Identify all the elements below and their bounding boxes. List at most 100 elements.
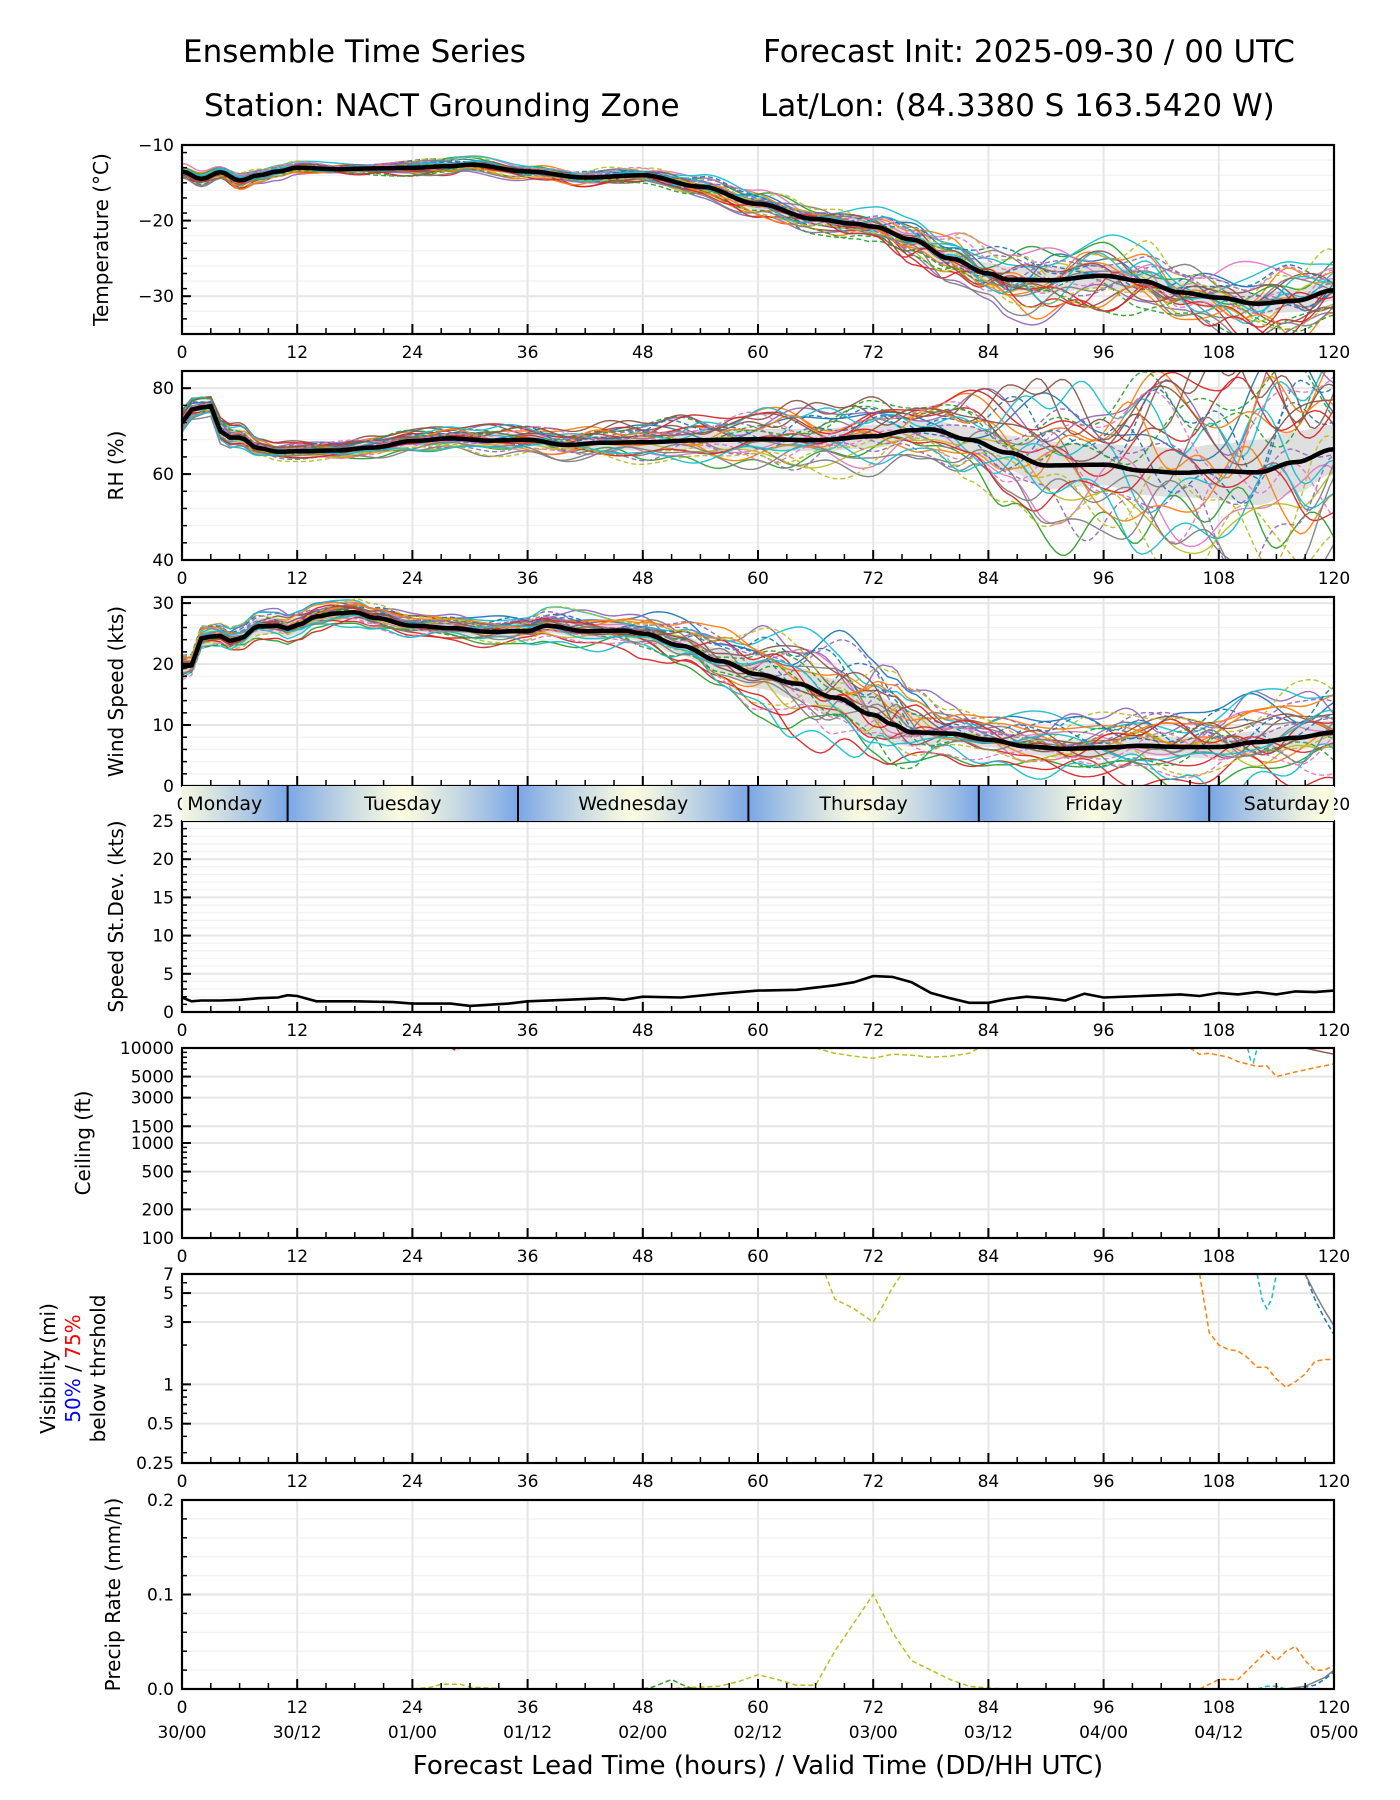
panel-rh: 40 60 80 0 12 24 36 48 60 72 84 96 108 120 RH (%)	[104, 369, 1350, 589]
plot-area	[182, 974, 1334, 1008]
y-tick-label: 0	[163, 1003, 174, 1023]
member-line	[182, 598, 1334, 742]
member-line	[182, 604, 1334, 758]
member-line	[182, 379, 1334, 480]
member-line	[182, 371, 1324, 449]
day-label-thursday: Thursday	[818, 793, 907, 815]
x-tick-label: 96	[1093, 1247, 1115, 1267]
spread-band	[182, 400, 1334, 505]
member-line	[182, 603, 1334, 752]
valid-time-label: 03/00	[849, 1723, 898, 1743]
x-tick-label: 36	[517, 1247, 539, 1267]
y-tick-label: −20	[138, 212, 174, 232]
member-line	[182, 385, 1334, 466]
member-line	[182, 411, 1334, 555]
vis-50-label: 50%	[61, 1378, 85, 1422]
y-axis-label-below: below thrshold	[86, 1295, 110, 1443]
y-tick-label: −30	[138, 287, 174, 307]
x-tick-label: 120	[1318, 343, 1350, 363]
y-tick-label: 30	[152, 594, 174, 614]
x-tick-label: 120	[1318, 569, 1350, 589]
vis-75-label: 75%	[61, 1314, 85, 1358]
plot-area	[182, 598, 1334, 786]
x-tick-label: 12	[286, 1472, 308, 1492]
x-tick-label: 108	[1203, 1247, 1235, 1267]
member-line	[182, 165, 1334, 332]
x-tick-label: 108	[1203, 1472, 1235, 1492]
x-tick-label: 72	[862, 1698, 884, 1718]
member-line	[1256, 1274, 1278, 1311]
member-line	[182, 623, 1334, 786]
member-line	[1305, 1048, 1334, 1055]
member-line	[824, 1274, 903, 1324]
y-tick-label: 25	[152, 812, 174, 832]
valid-time-label: 02/00	[618, 1723, 667, 1743]
x-tick-label: 96	[1093, 1021, 1115, 1041]
x-tick-label: 24	[402, 1472, 424, 1492]
x-tick-label: 84	[978, 1247, 1000, 1267]
x-axis-label: Forecast Lead Time (hours) / Valid Time …	[413, 1751, 1103, 1781]
x-tick-label: 12	[286, 343, 308, 363]
x-tick-label: 24	[402, 1698, 424, 1718]
member-line	[1304, 1274, 1334, 1327]
x-tick-label: 48	[632, 343, 654, 363]
panel-wind_speed: 010203001224364860728496108120Wind Speed…	[104, 594, 1350, 815]
x-tick-label: 36	[517, 1472, 539, 1492]
member-line	[182, 410, 1334, 560]
member-line	[182, 410, 1334, 544]
member-line	[1189, 1048, 1334, 1078]
valid-time-label: 05/00	[1310, 1723, 1359, 1743]
ensemble-mean-line	[182, 403, 1334, 476]
valid-time-label: 03/12	[964, 1723, 1013, 1743]
day-label-wednesday: Wednesday	[578, 793, 688, 815]
y-tick-label: 0.5	[147, 1415, 174, 1435]
x-tick-label: 60	[747, 1472, 769, 1492]
y-tick-label: 1500	[131, 1117, 174, 1137]
member-line	[182, 415, 1334, 560]
member-line	[182, 613, 1334, 769]
member-line	[1198, 1274, 1334, 1389]
plot-area	[824, 1274, 1334, 1389]
x-tick-label: 60	[747, 569, 769, 589]
x-tick-label: 60	[747, 1247, 769, 1267]
x-tick-label: 48	[632, 1472, 654, 1492]
y-tick-label: 0.1	[147, 1586, 174, 1606]
day-segment	[518, 786, 749, 821]
member-line	[1246, 1048, 1258, 1065]
y-axis-label: Temperature (°C)	[89, 153, 113, 327]
x-tick-label: 48	[632, 569, 654, 589]
y-tick-label: 1	[163, 1375, 174, 1395]
x-tick-label: 72	[862, 343, 884, 363]
x-tick-label: 12	[286, 1021, 308, 1041]
y-tick-label: 100	[142, 1229, 174, 1249]
y-tick-label: 0	[163, 777, 174, 797]
member-line	[182, 371, 1334, 451]
x-tick-label: 48	[632, 1247, 654, 1267]
x-tick-label: 72	[862, 1472, 884, 1492]
y-tick-label: 3000	[131, 1089, 174, 1109]
y-tick-label: 3	[163, 1313, 174, 1333]
x-tick-label: 0	[177, 343, 188, 363]
x-tick-label: 72	[862, 569, 884, 589]
x-tick-label: 96	[1093, 1698, 1115, 1718]
x-tick-label: 60	[747, 1698, 769, 1718]
lat-lon: Lat/Lon: (84.3380 S 163.5420 W)	[760, 88, 1275, 124]
member-line	[1199, 1645, 1334, 1689]
day-segment	[182, 786, 288, 821]
x-tick-label: 108	[1203, 1021, 1235, 1041]
x-tick-label: 120	[1318, 1698, 1350, 1718]
x-tick-label: 0	[177, 1698, 188, 1718]
station-name: Station: NACT Grounding Zone	[204, 88, 680, 124]
y-tick-label: 0.2	[147, 1491, 174, 1511]
x-tick-label: 48	[632, 1698, 654, 1718]
member-line	[815, 1048, 980, 1060]
y-tick-label: 15	[152, 888, 174, 908]
panel-temperature: −10 −20 −30 0 12 24 36 48 60 72 84 96 108 120 Temperat…	[89, 136, 1350, 363]
member-line	[182, 609, 1334, 747]
y-tick-label: 5000	[131, 1068, 174, 1088]
spread-band	[182, 160, 1334, 315]
member-line	[1285, 1669, 1334, 1689]
x-tick-label: 36	[517, 569, 539, 589]
valid-time-label: 30/12	[273, 1723, 322, 1743]
